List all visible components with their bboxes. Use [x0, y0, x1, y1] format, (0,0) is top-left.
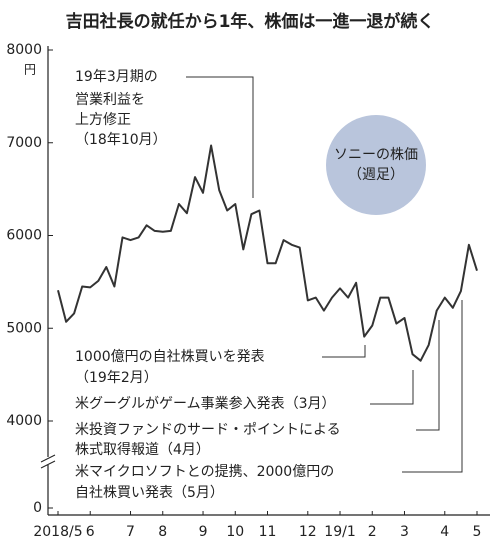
legend-note: （週足）: [348, 167, 404, 183]
annotation-bg: [73, 349, 267, 365]
annotation-bg: [73, 485, 226, 501]
annotation-bg: [73, 92, 147, 108]
leader-line: [416, 320, 440, 431]
y-tick-label: 6000: [6, 228, 42, 244]
x-tick-label: 12: [299, 524, 317, 540]
x-tick-label: 6: [86, 524, 95, 540]
annotation-bg: [73, 395, 338, 412]
leader-line: [186, 76, 254, 198]
x-tick-label: 10: [226, 524, 244, 540]
chart-title: 吉田社長の就任から1年、株価は一進一退が続く: [66, 11, 435, 32]
annotation: 米投資ファンドのサード・ポイントによる: [75, 422, 341, 438]
leader-line: [322, 345, 366, 358]
series-badge: [326, 115, 426, 215]
y-tick-label: 7000: [6, 135, 42, 151]
annotation: （18年10月）: [75, 132, 167, 148]
annotation: 1000億円の自社株買いを発表: [75, 349, 265, 365]
legend-label: ソニーの株価: [334, 147, 418, 163]
axis-break: [40, 460, 56, 469]
x-tick-label: 8: [158, 524, 167, 540]
annotation-bg: [73, 69, 160, 85]
x-tick-label: 9: [199, 524, 208, 540]
axis-break: [40, 454, 56, 463]
y-tick-label: 4000: [6, 413, 42, 429]
annotation-bg: [73, 132, 169, 148]
x-tick-label: 2: [368, 524, 377, 540]
x-tick-label: 19/1: [324, 524, 355, 540]
x-tick-label: 3: [400, 524, 409, 540]
annotation: 営業利益を: [75, 92, 145, 108]
annotation: 米マイクロソフトとの提携、2000億円の: [75, 464, 334, 480]
y-tick-label: 5000: [6, 320, 42, 336]
x-tick-label: 11: [259, 524, 277, 540]
annotation: 上方修正: [75, 112, 131, 128]
annotation: 19年3月期の: [75, 69, 158, 85]
x-tick-label: 4: [440, 524, 449, 540]
annotation: 米グーグルがゲーム事業参入発表（3月）: [75, 395, 336, 412]
axis-break-gap: [40, 457, 56, 465]
annotation: 株式取得報道（4月）: [75, 441, 210, 458]
annotation-bg: [73, 422, 343, 438]
y-tick-label: 8000: [6, 42, 42, 58]
annotation-bg: [73, 464, 337, 480]
x-tick-label: 2018/5: [33, 524, 82, 540]
leader-line: [370, 370, 414, 405]
x-tick-label: 7: [126, 524, 135, 540]
x-tick-label: 5: [473, 524, 482, 540]
annotation: （19年2月）: [75, 370, 158, 386]
annotation-bg: [73, 112, 133, 128]
annotation-bg: [73, 370, 160, 386]
leader-line: [402, 300, 463, 473]
y-unit: 円: [24, 63, 36, 77]
annotation: 自社株買い発表（5月）: [75, 485, 224, 501]
line-series: [57, 144, 478, 362]
annotation-bg: [73, 441, 212, 458]
y-tick-label: 0: [33, 500, 42, 516]
